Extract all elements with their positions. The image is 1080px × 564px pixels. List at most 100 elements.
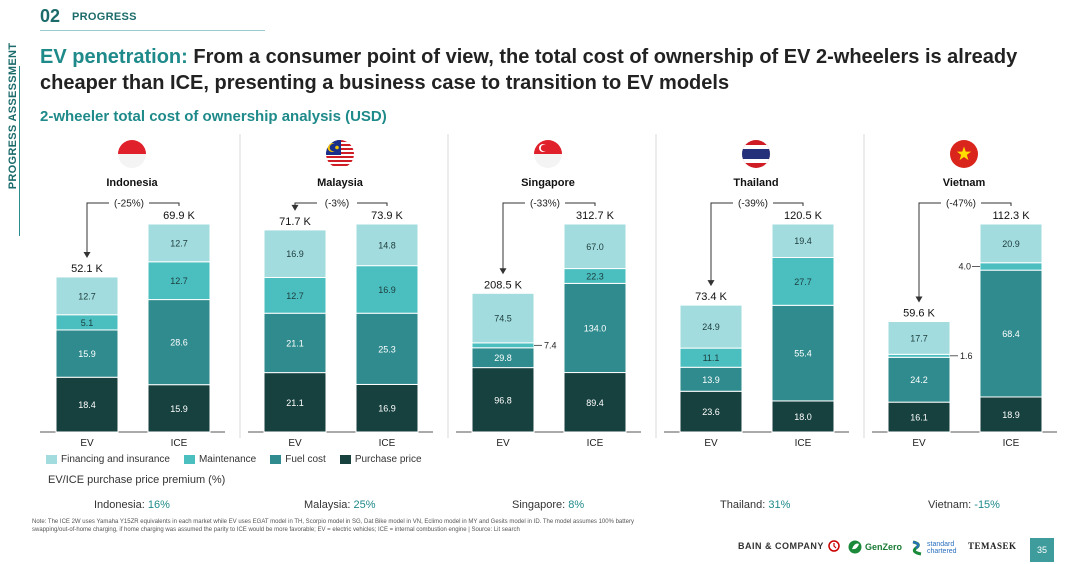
genzero-logo-text: GenZero	[865, 542, 903, 552]
segment-label: 12.7	[170, 238, 188, 248]
legend-label-maintenance: Maintenance	[198, 454, 257, 465]
x-tick-label: ICE	[171, 438, 188, 449]
chart-subtitle: 2-wheeler total cost of ownership analys…	[40, 108, 387, 125]
segment-label: 1.6	[960, 351, 973, 361]
bar-total-label: 73.9 K	[371, 210, 403, 222]
bar-segment	[979, 223, 1043, 264]
singapore-flag-icon	[534, 140, 562, 168]
bar-segment	[771, 223, 835, 258]
bar-segment	[55, 329, 119, 378]
bar-total-label: 208.5 K	[484, 279, 523, 291]
premium-country: Indonesia:	[94, 499, 145, 511]
page-title: EV penetration: From a consumer point of…	[40, 44, 1040, 96]
bracket-arrow-icon	[291, 204, 299, 211]
premium-label: EV/ICE purchase price premium (%)	[48, 474, 226, 486]
temasek-logo-text: TEMASEK	[968, 541, 1017, 551]
segment-label: 14.8	[378, 240, 396, 250]
x-tick-label: ICE	[379, 438, 396, 449]
country-label: Malaysia	[317, 177, 364, 189]
segment-label: 12.7	[286, 291, 304, 301]
bar-segment	[887, 321, 951, 355]
change-label: (-33%)	[530, 199, 560, 210]
legend-item-financing: Financing and insurance	[46, 454, 170, 465]
bar-segment	[679, 390, 743, 433]
bar-total-label: 112.3 K	[992, 210, 1030, 222]
header-divider	[40, 30, 265, 31]
bar-segment	[55, 276, 119, 316]
premium-value: 31%	[768, 499, 791, 511]
premium-value: -15%	[974, 499, 1000, 511]
bain-logo-text: BAIN & COMPANY	[738, 541, 824, 551]
premium-value: 8%	[568, 499, 585, 511]
bar-segment	[147, 223, 211, 263]
chart-legend: Financing and insurance Maintenance Fuel…	[46, 454, 422, 465]
segment-label: 24.9	[702, 322, 720, 332]
segment-label: 4.0	[958, 261, 971, 271]
bar-segment	[771, 304, 835, 402]
bar-segment	[471, 292, 535, 344]
tco-chart: Indonesia 18.4 15.9 5.1 12.7 52.1 K EV 15.9 28.6…	[40, 134, 1057, 449]
bar-segment	[679, 304, 743, 349]
bar-segment	[887, 401, 951, 433]
vietnam-flag-icon	[950, 140, 978, 168]
premium-value: 25%	[353, 499, 376, 511]
segment-label: 25.3	[378, 344, 396, 354]
section-number: 02	[40, 6, 61, 26]
premium-vietnam: Vietnam: -15%	[928, 499, 1000, 511]
premium-indonesia: Indonesia: 16%	[94, 499, 170, 511]
segment-label: 23.6	[702, 407, 720, 417]
x-tick-label: EV	[288, 438, 302, 449]
bar-segment	[263, 276, 327, 314]
segment-label: 68.4	[1002, 329, 1020, 339]
bar-segment	[147, 261, 211, 301]
bain-logo: BAIN & COMPANY	[738, 540, 840, 552]
bain-circle-icon	[828, 540, 840, 552]
premium-thailand: Thailand: 31%	[720, 499, 790, 511]
bar-segment	[471, 367, 535, 433]
bracket-arrow-icon	[499, 268, 507, 275]
change-label: (-39%)	[738, 199, 768, 210]
change-label-bg	[941, 196, 981, 209]
legend-swatch-maintenance	[183, 455, 195, 464]
page-number: 35	[1030, 538, 1054, 562]
bar-segment	[263, 372, 327, 433]
bracket-arrow-icon	[707, 280, 715, 287]
x-tick-label: ICE	[1003, 438, 1020, 449]
bar-total-label: 73.4 K	[695, 291, 727, 303]
bracket-arrow-icon	[915, 296, 923, 303]
bar-segment	[563, 282, 627, 374]
segment-label: 27.7	[794, 277, 812, 287]
legend-swatch-purchase	[339, 455, 351, 464]
bar-segment	[979, 262, 1043, 271]
change-label-bg	[525, 196, 565, 209]
bar-segment	[563, 372, 627, 433]
segment-label: 16.1	[910, 413, 928, 423]
bar-segment	[355, 383, 419, 433]
segment-label: 16.9	[378, 285, 396, 295]
change-label: (-3%)	[325, 199, 349, 210]
bar-segment	[471, 342, 535, 349]
segment-label: 28.6	[170, 338, 188, 348]
country-label: Vietnam	[943, 177, 986, 189]
change-label: (-25%)	[114, 199, 144, 210]
bar-segment	[979, 396, 1043, 433]
segment-label: 20.9	[1002, 239, 1020, 249]
segment-label: 21.1	[286, 398, 304, 408]
segment-label: 24.2	[910, 375, 928, 385]
sc-line2: chartered	[927, 548, 957, 555]
x-tick-label: EV	[496, 438, 510, 449]
change-label: (-47%)	[946, 199, 976, 210]
segment-label: 89.4	[586, 398, 604, 408]
segment-label: 67.0	[586, 242, 604, 252]
change-label-bg	[109, 196, 149, 209]
segment-label: 18.9	[1002, 410, 1020, 420]
bar-segment	[55, 376, 119, 433]
bar-segment	[263, 312, 327, 374]
country-label: Singapore	[521, 177, 575, 189]
x-tick-label: ICE	[587, 438, 604, 449]
bar-segment	[355, 223, 419, 267]
bar-total-label: 71.7 K	[279, 216, 311, 228]
side-bar: PROGRESS ASSESSMENT	[0, 38, 22, 236]
bracket-arrow-icon	[83, 251, 91, 258]
legend-swatch-financing	[46, 455, 57, 464]
